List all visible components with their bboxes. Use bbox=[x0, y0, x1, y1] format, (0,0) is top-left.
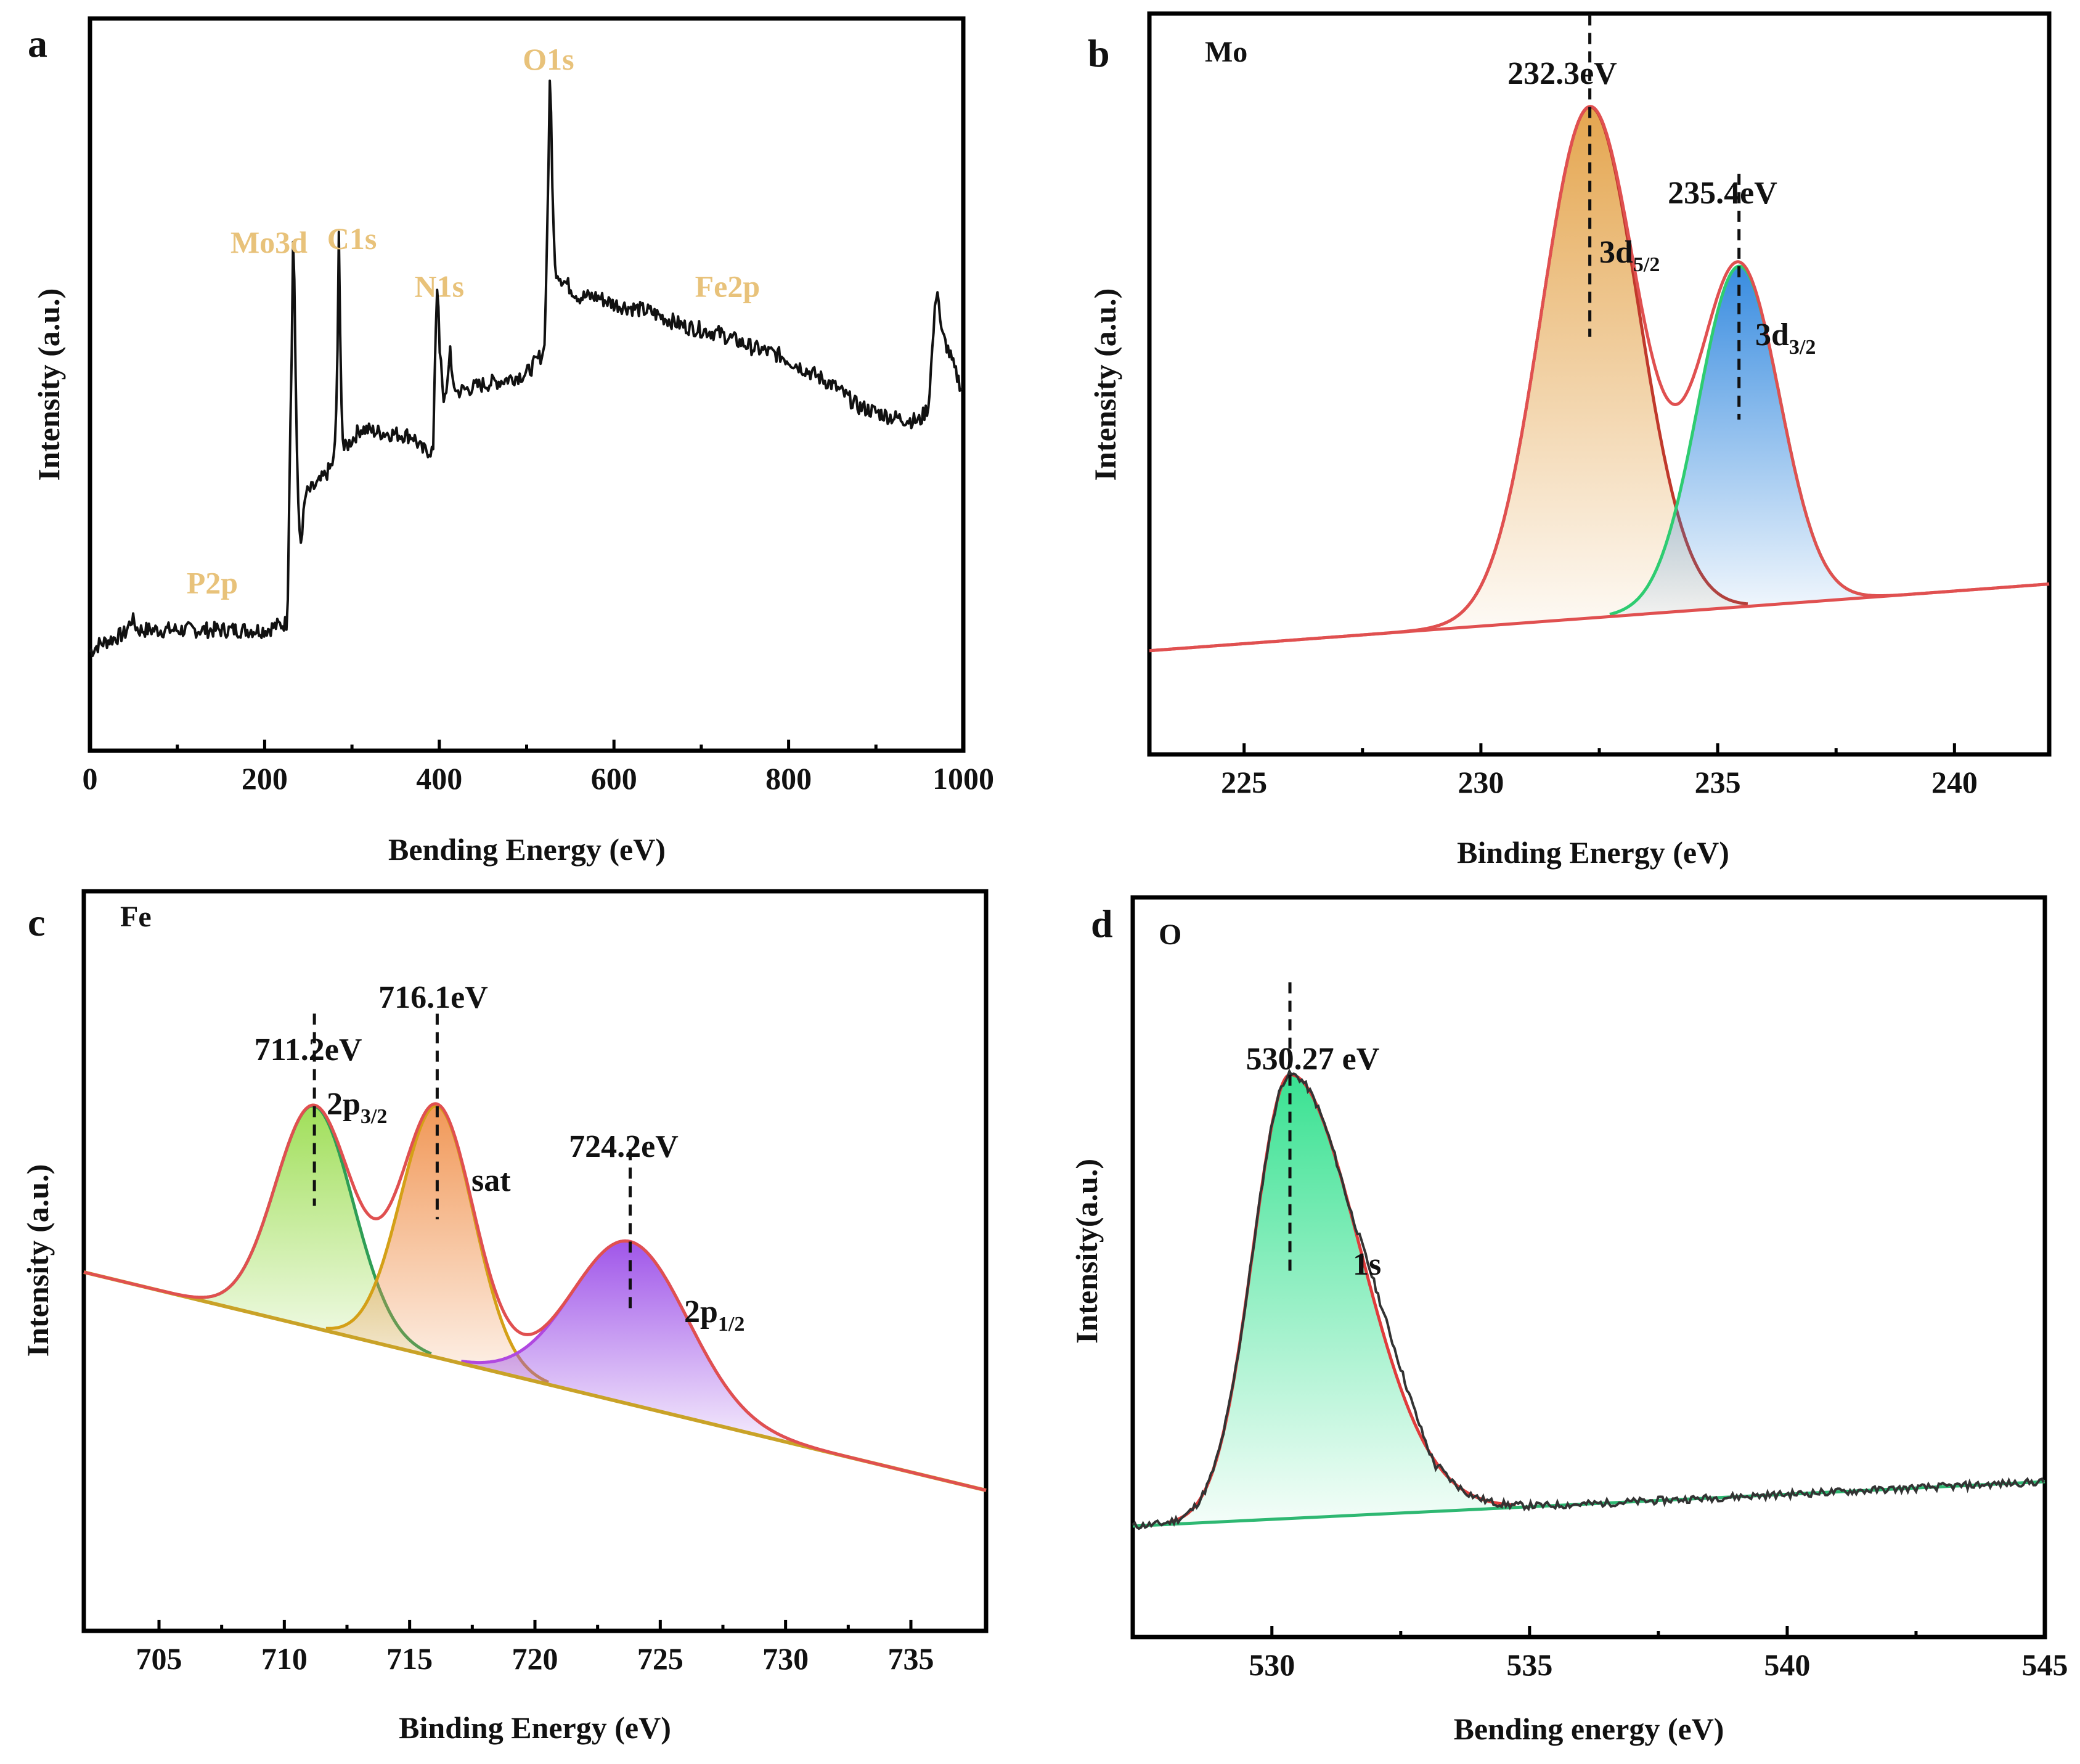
panel-d-x-tick-label: 540 bbox=[1764, 1648, 1810, 1682]
panel-b-element-label: Mo bbox=[1205, 36, 1247, 68]
panel-a-letter: a bbox=[28, 22, 47, 65]
panel-b-3d32-main: 3d bbox=[1755, 317, 1789, 353]
panel-b-3d32-sub: 3/2 bbox=[1789, 336, 1816, 359]
panel-c-2p12-sub: 1/2 bbox=[718, 1313, 744, 1336]
panel-a-annotation-c1s: C1s bbox=[327, 221, 377, 256]
panel-d-peak-label-1s-energy: 530.27 eV bbox=[1246, 1042, 1380, 1077]
panel-c-peak-guides bbox=[312, 1013, 632, 1315]
panel-b-x-ticks: 225 230 235 240 bbox=[1221, 743, 1978, 799]
panel-d-x-ticks: 530 535 540 545 bbox=[1249, 1626, 2068, 1682]
panel-c-peak-fill-1 bbox=[325, 1106, 549, 1385]
panel-c-peaks bbox=[196, 1104, 799, 1445]
panel-b-peak-label-3d32-energy: 235.4eV bbox=[1668, 176, 1777, 211]
panel-d-background-line bbox=[1132, 1480, 2045, 1528]
panel-d-letter: d bbox=[1091, 902, 1113, 945]
panel-c-envelope-line bbox=[83, 1102, 987, 1492]
panel-b-peak-label-3d52: 3d5/2 bbox=[1599, 235, 1660, 276]
panel-c-peak-label-2p32: 2p3/2 bbox=[327, 1087, 387, 1128]
panel-a-annotation-o1s: O1s bbox=[523, 42, 574, 76]
panel-b-peak-label-3d52-energy: 232.3eV bbox=[1507, 56, 1617, 91]
panel-b-letter: b bbox=[1088, 31, 1110, 75]
panel-d-peak-label-1s: 1s bbox=[1353, 1247, 1381, 1282]
panel-a-annotation-p2p: P2p bbox=[187, 566, 238, 600]
panel-a-spectrum-line bbox=[89, 80, 963, 658]
panel-c-x-tick-label: 705 bbox=[136, 1641, 182, 1676]
panel-a-annotation-fe2p: Fe2p bbox=[695, 269, 761, 303]
panel-c-2p12-main: 2p bbox=[684, 1294, 718, 1329]
panel-a-x-tick-label: 600 bbox=[591, 761, 637, 796]
panel-b-peak-label-3d32: 3d3/2 bbox=[1755, 317, 1816, 359]
panel-b-x-tick-label: 235 bbox=[1695, 765, 1741, 799]
panel-c-fe: c Fe 705 710 715 720 725 730 735 711.2eV 716.1… bbox=[20, 889, 989, 1745]
panel-c-x-ticks: 705 710 715 720 725 730 735 bbox=[136, 1620, 934, 1676]
panel-d-x-tick-label: 545 bbox=[2022, 1648, 2068, 1682]
panel-b-peak-guides bbox=[1588, 14, 1741, 420]
panel-b-peaks bbox=[1430, 105, 1868, 630]
panel-a-y-axis-label: Intensity (a.u.) bbox=[31, 288, 66, 481]
panel-b-peak-fill-1 bbox=[1610, 266, 1868, 617]
panel-c-peak-fill-2 bbox=[461, 1241, 798, 1445]
panel-c-2p32-main: 2p bbox=[327, 1087, 361, 1122]
panel-c-x-tick-label: 730 bbox=[762, 1641, 809, 1676]
panel-c-x-tick-label: 715 bbox=[386, 1641, 433, 1676]
panel-b-peak-fill-0 bbox=[1431, 107, 1748, 630]
panel-a-annotation-n1s: N1s bbox=[415, 269, 465, 303]
panel-d-x-axis-label: Bending energy (eV) bbox=[1454, 1712, 1724, 1746]
panel-d-peak-fill-0 bbox=[1169, 1074, 1516, 1525]
panel-b-3d52-main: 3d bbox=[1599, 235, 1633, 270]
panel-b-mo: b Mo 225 230 235 240 232.3eV 235.4eV 3d5/2 … bbox=[1088, 11, 2052, 870]
panel-a-x-ticks: 0 200 400 600 800 1000 bbox=[83, 740, 994, 796]
panel-c-y-axis-label: Intensity (a.u.) bbox=[20, 1164, 55, 1357]
panel-c-x-tick-label: 725 bbox=[637, 1641, 683, 1676]
panel-a-x-axis-label: Bending Energy (eV) bbox=[388, 832, 666, 867]
panel-b-3d52-sub: 5/2 bbox=[1633, 253, 1660, 276]
panel-c-peak-label-sat-energy: 716.1eV bbox=[378, 980, 488, 1015]
panel-c-peak-line-1 bbox=[325, 1104, 550, 1384]
panel-d-x-tick-label: 535 bbox=[1506, 1648, 1552, 1682]
panel-a-annotation-mo3d: Mo3d bbox=[230, 225, 308, 259]
panel-c-x-tick-label: 720 bbox=[512, 1641, 558, 1676]
panel-c-x-tick-label: 710 bbox=[261, 1641, 308, 1676]
panel-d-y-axis-label: Intensity(a.u.) bbox=[1069, 1159, 1104, 1344]
panel-c-peak-label-2p12-energy: 724.2eV bbox=[569, 1129, 679, 1164]
panel-a-x-tick-label: 1000 bbox=[932, 761, 994, 796]
panel-d-frame bbox=[1130, 895, 2047, 1639]
panel-b-envelope-line bbox=[1149, 105, 2050, 653]
panel-c-x-tick-label: 735 bbox=[888, 1641, 934, 1676]
panel-c-element-label: Fe bbox=[120, 900, 152, 933]
panel-d-peaks bbox=[1168, 1073, 1516, 1525]
panel-a-x-tick-label: 400 bbox=[416, 761, 462, 796]
panel-a-survey: a 0 200 400 600 800 1000 P2p Mo3d C1s N1s O1s Fe2p… bbox=[28, 16, 994, 867]
panel-b-x-tick-label: 240 bbox=[1931, 765, 1978, 799]
panel-d-x-tick-label: 530 bbox=[1249, 1648, 1295, 1682]
panel-c-frame bbox=[81, 889, 989, 1633]
panel-a-x-tick-label: 800 bbox=[765, 761, 812, 796]
panel-b-x-axis-label: Binding Energy (eV) bbox=[1457, 835, 1729, 870]
panel-c-2p32-sub: 3/2 bbox=[361, 1105, 387, 1128]
panel-d-raw-spectrum-line bbox=[1132, 1068, 2045, 1530]
panel-c-peak-label-sat: sat bbox=[471, 1163, 511, 1198]
panel-a-peak-annotations: P2p Mo3d C1s N1s O1s Fe2p bbox=[187, 42, 760, 600]
panel-c-letter: c bbox=[28, 900, 45, 944]
panel-b-y-axis-label: Intensity (a.u.) bbox=[1088, 288, 1122, 481]
panel-a-x-tick-label: 200 bbox=[242, 761, 288, 796]
panel-a-x-tick-label: 0 bbox=[83, 761, 98, 796]
panel-c-peak-label-2p32-energy: 711.2eV bbox=[255, 1032, 362, 1068]
panel-c-peak-label-2p12: 2p1/2 bbox=[684, 1294, 744, 1336]
panel-d-element-label: O bbox=[1159, 918, 1181, 951]
panel-b-x-tick-label: 230 bbox=[1458, 765, 1504, 799]
panel-d-o: d O 530 535 540 545 530.27 eV 1s Bending en… bbox=[1069, 895, 2068, 1746]
panel-b-x-tick-label: 225 bbox=[1221, 765, 1267, 799]
panel-c-x-axis-label: Binding Energy (eV) bbox=[399, 1710, 671, 1745]
